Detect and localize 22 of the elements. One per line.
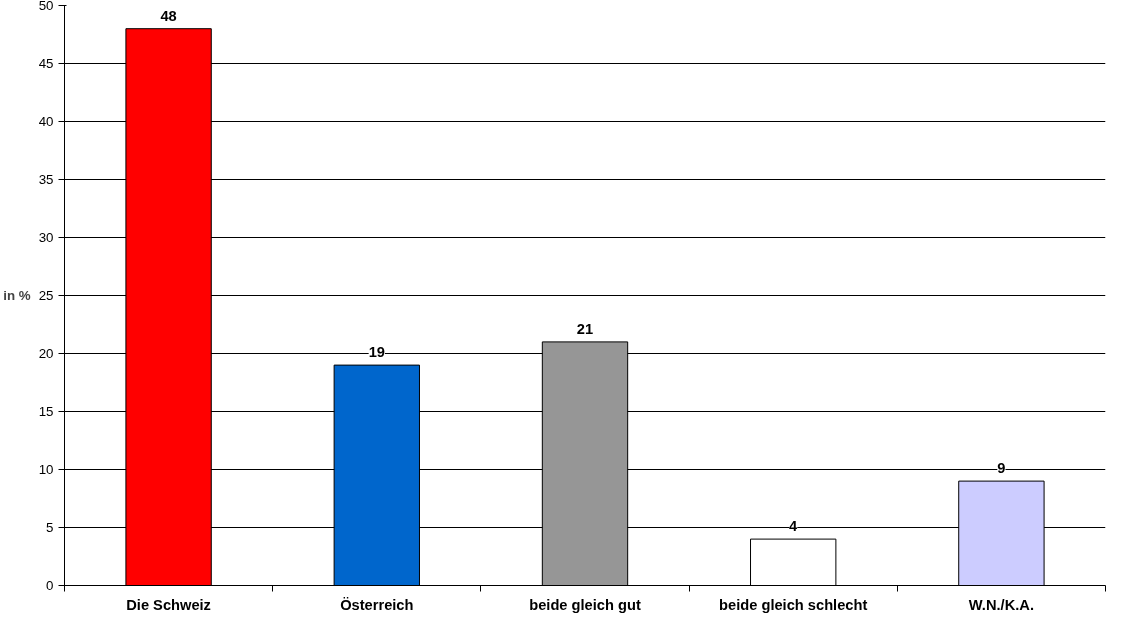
data-label: 21: [576, 320, 594, 337]
x-tick-label: W.N./K.A.: [968, 596, 1034, 613]
y-tick-label: 45: [38, 56, 54, 71]
x-tick-label: Österreich: [340, 596, 414, 613]
data-label: 19: [368, 344, 385, 361]
x-tick-label: beide gleich schlecht: [719, 596, 868, 613]
y-tick-label: 50: [38, 0, 54, 13]
y-axis-title: in %: [3, 288, 31, 303]
y-tick-label: 20: [38, 346, 54, 361]
y-tick-label: 35: [38, 172, 54, 187]
x-tick-label: Die Schweiz: [126, 596, 211, 613]
data-label: 9: [997, 460, 1006, 477]
data-label: 48: [160, 7, 177, 24]
y-tick-label: 10: [38, 462, 54, 477]
data-label: 4: [789, 518, 799, 535]
y-tick-label: 25: [38, 288, 54, 303]
y-tick-label: 0: [46, 578, 54, 593]
y-tick-label: 30: [38, 230, 54, 245]
x-tick-label: beide gleich gut: [529, 596, 641, 613]
y-tick-label: 5: [46, 520, 54, 535]
y-tick-label: 40: [38, 114, 54, 129]
y-tick-label: 15: [38, 404, 54, 419]
